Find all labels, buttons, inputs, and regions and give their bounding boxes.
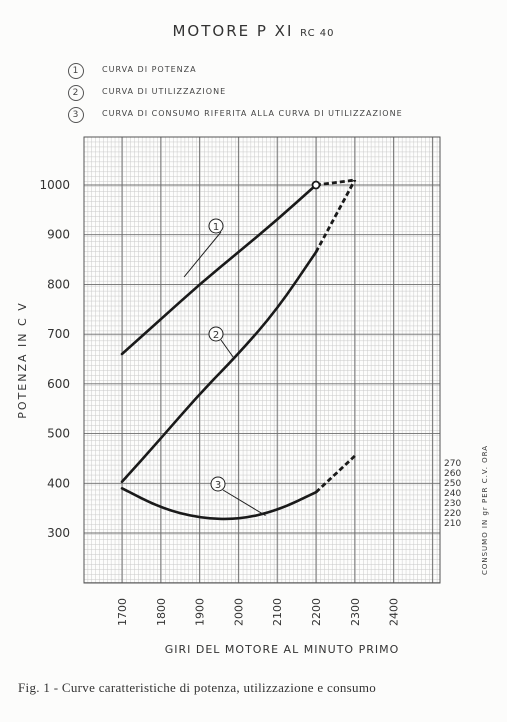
- series-extension-3: [315, 454, 357, 494]
- y2-tick-label: 230: [444, 499, 461, 509]
- callout-circle: [208, 326, 224, 342]
- callout-number: 3: [215, 480, 221, 491]
- series-line-1: [120, 183, 318, 356]
- legend-number: 1: [68, 63, 84, 79]
- y-axis-label: POTENZA IN C V: [16, 301, 29, 418]
- legend-number: 2: [68, 85, 84, 101]
- callout-leader: [222, 489, 266, 517]
- y2-tick-label: 250: [444, 479, 461, 489]
- chart-title-main: MOTORE P XI: [172, 22, 294, 40]
- y-tick-label: 600: [47, 377, 70, 391]
- y2-tick-label: 210: [444, 519, 461, 529]
- y2-axis-label: CONSUMO IN gr PER C.V. ORA: [481, 445, 489, 575]
- series-extension-2: [314, 179, 357, 253]
- chart-title: MOTORE P XI RC 40: [0, 22, 507, 40]
- x-tick-label: 1900: [194, 598, 207, 626]
- x-tick-label: 2200: [310, 598, 323, 626]
- y-tick-label: 300: [47, 526, 70, 540]
- x-tick-label: 2300: [349, 598, 362, 626]
- y2-tick-label: 220: [444, 509, 461, 519]
- chart-title-sub: RC 40: [300, 28, 335, 39]
- y2-tick-label: 260: [444, 469, 461, 479]
- legend-label: CURVA DI UTILIZZAZIONE: [102, 87, 227, 96]
- y2-tick-label: 270: [444, 459, 461, 469]
- series-line-2: [120, 250, 318, 484]
- x-tick-label: 2100: [271, 598, 284, 626]
- y-tick-label: 400: [47, 476, 70, 490]
- legend-label: CURVA DI CONSUMO RIFERITA ALLA CURVA DI …: [102, 109, 403, 118]
- x-tick-label: 1800: [155, 598, 168, 626]
- callout-number: 2: [213, 330, 219, 341]
- x-tick-label: 2000: [232, 598, 245, 626]
- y-tick-label: 800: [47, 277, 70, 291]
- y-tick-label: 1000: [39, 178, 70, 192]
- plot-frame: [83, 136, 441, 584]
- legend-label: CURVA DI POTENZA: [102, 65, 197, 74]
- y2-tick-label: 240: [444, 489, 461, 499]
- callout-leader: [220, 339, 235, 360]
- series-end-marker: [311, 180, 321, 190]
- y-tick-label: 500: [47, 427, 70, 441]
- callout-leader: [183, 231, 222, 278]
- x-tick-label: 2400: [388, 598, 401, 626]
- y-tick-label: 900: [47, 228, 70, 242]
- figure-caption: Fig. 1 - Curve caratteristiche di potenz…: [18, 680, 377, 695]
- x-axis-label: GIRI DEL MOTORE AL MINUTO PRIMO: [165, 643, 400, 656]
- callout-circle: [208, 218, 224, 234]
- y-tick-label: 700: [47, 327, 70, 341]
- callout-number: 1: [213, 222, 219, 233]
- series-line-3: [120, 487, 318, 521]
- callout-circle: [210, 476, 226, 492]
- legend-number: 3: [68, 107, 84, 123]
- x-tick-label: 1700: [116, 598, 129, 626]
